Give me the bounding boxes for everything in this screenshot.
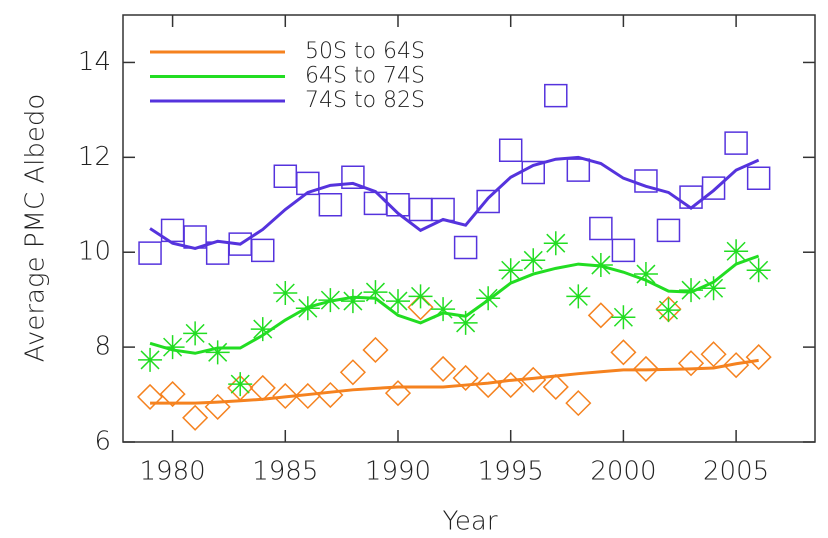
marker [362, 336, 389, 364]
marker [497, 372, 524, 399]
marker [745, 344, 772, 371]
y-tick-label: 14 [78, 47, 111, 77]
marker [385, 289, 410, 314]
series-line [149, 254, 760, 355]
marker [160, 335, 185, 360]
marker [544, 83, 568, 108]
y-tick-label: 12 [78, 142, 111, 172]
x-axis-label: Year [442, 507, 497, 537]
marker [272, 382, 299, 410]
marker [408, 197, 433, 222]
marker [610, 339, 637, 366]
marker [701, 276, 726, 301]
marker [634, 169, 658, 193]
marker [566, 284, 591, 309]
marker [273, 281, 298, 306]
marker [384, 380, 412, 407]
marker [566, 158, 591, 182]
marker [251, 238, 275, 263]
marker [363, 280, 388, 305]
marker [317, 381, 344, 409]
marker [453, 235, 478, 260]
marker [136, 383, 164, 410]
marker [746, 258, 771, 283]
marker [700, 341, 727, 368]
marker [452, 364, 479, 392]
marker [677, 350, 705, 377]
y-tick-label: 6 [94, 427, 111, 457]
marker [182, 404, 209, 431]
x-tick-label: 1980 [140, 457, 206, 487]
marker [498, 138, 523, 162]
marker [430, 355, 457, 382]
series-line [149, 155, 760, 250]
marker [228, 372, 253, 397]
marker [408, 284, 433, 309]
marker [611, 238, 636, 263]
marker [294, 382, 321, 410]
marker [453, 310, 478, 335]
marker [339, 359, 366, 386]
marker [543, 231, 568, 256]
marker [589, 216, 613, 241]
marker [407, 294, 434, 321]
series-line [150, 358, 759, 405]
marker [205, 340, 230, 365]
x-tick-label: 1995 [478, 457, 544, 487]
marker [498, 258, 523, 283]
x-tick-label: 1985 [252, 457, 318, 487]
x-tick-label: 2005 [703, 457, 769, 487]
marker [542, 373, 569, 401]
marker [679, 185, 703, 209]
marker [633, 262, 658, 287]
marker [701, 176, 726, 200]
legend-label: 64S to 74S [305, 64, 425, 89]
marker [476, 189, 500, 214]
marker [318, 193, 343, 217]
legend-label: 50S to 64S [305, 39, 425, 64]
y-tick-label: 10 [78, 237, 111, 267]
marker [679, 278, 704, 303]
marker [204, 393, 231, 420]
marker [476, 286, 501, 311]
x-tick-label: 2000 [590, 457, 656, 487]
marker [205, 241, 230, 265]
y-tick-label: 8 [94, 332, 111, 362]
marker [656, 298, 681, 323]
marker [521, 160, 545, 185]
marker [340, 289, 365, 314]
marker [724, 239, 749, 264]
marker [249, 374, 276, 401]
legend-label: 74S to 82S [305, 88, 425, 113]
marker [656, 218, 681, 243]
x-tick-label: 1990 [365, 457, 431, 487]
marker [138, 241, 162, 265]
plot-frame [122, 14, 816, 443]
y-axis-label: Average PMC Albedo [21, 94, 51, 363]
marker [565, 390, 592, 417]
marker [632, 355, 660, 382]
marker [250, 317, 275, 342]
marker [587, 302, 614, 329]
marker [183, 321, 208, 346]
marker [611, 305, 636, 330]
marker [159, 381, 186, 408]
marker [521, 248, 546, 273]
marker [746, 166, 771, 190]
marker [273, 164, 298, 189]
marker [138, 347, 163, 372]
marker [431, 297, 456, 322]
marker [431, 197, 455, 222]
marker [724, 131, 748, 155]
marker [363, 191, 388, 216]
marker [520, 366, 547, 393]
